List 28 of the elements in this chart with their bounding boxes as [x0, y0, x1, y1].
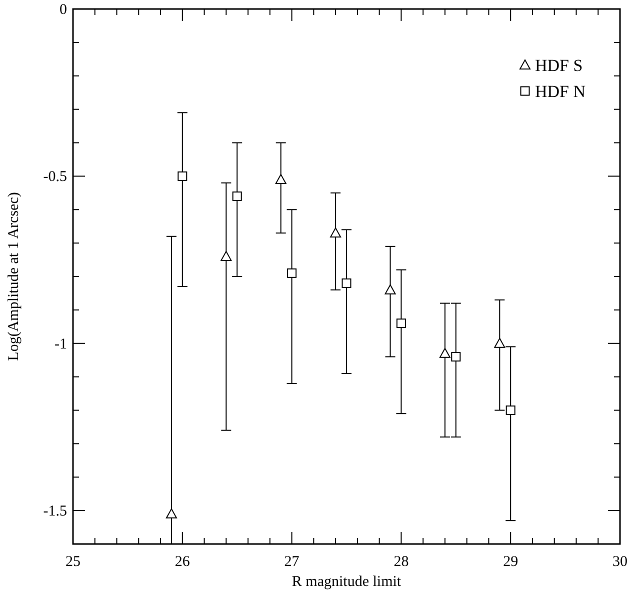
x-tick-label: 30 [612, 554, 628, 570]
x-tick-label: 26 [174, 554, 190, 570]
y-tick-label: 0 [60, 2, 67, 18]
y-axis-title: Log(Amplitude at 1 Arcsec) [6, 192, 22, 361]
y-tick-label: -1 [54, 336, 67, 352]
point [166, 508, 177, 518]
legend-label: HDF N [535, 82, 586, 101]
point [178, 171, 188, 181]
point [439, 348, 450, 358]
legend-label: HDF S [535, 56, 583, 75]
y-tick-label: -0.5 [43, 169, 67, 186]
x-tick-label: 29 [503, 554, 518, 570]
point [384, 284, 396, 294]
x-tick-label: 28 [394, 554, 409, 570]
x-tick-label: 25 [66, 554, 80, 570]
point [342, 278, 352, 288]
point [451, 352, 461, 362]
x-axis-title: R magnitude limit [292, 574, 402, 590]
point [287, 268, 297, 278]
y-tick-label: -1.5 [43, 504, 67, 520]
x-tick-label: 27 [284, 554, 300, 570]
point [506, 406, 516, 415]
point [220, 250, 232, 261]
point [494, 338, 506, 348]
point [330, 228, 342, 238]
point [396, 318, 406, 328]
point [232, 192, 242, 201]
point [275, 174, 286, 184]
